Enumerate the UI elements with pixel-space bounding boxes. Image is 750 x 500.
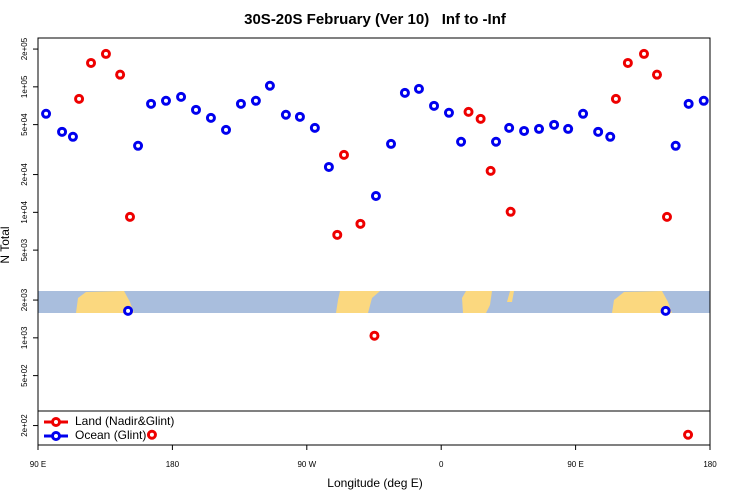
y-tick-label: 1e+03 xyxy=(20,326,29,349)
y-tick-label: 2e+02 xyxy=(20,414,29,437)
point xyxy=(698,95,709,106)
point xyxy=(74,93,85,104)
point xyxy=(67,131,78,142)
point xyxy=(519,125,530,136)
point xyxy=(160,95,171,106)
point xyxy=(133,140,144,151)
point xyxy=(605,131,616,142)
point xyxy=(670,140,681,151)
point xyxy=(399,87,410,98)
legend-label: Ocean (Glint) xyxy=(75,428,146,442)
y-tick-label: 2e+04 xyxy=(20,163,29,186)
point xyxy=(146,429,157,440)
x-tick-label: 90 E xyxy=(30,460,46,469)
y-tick-label: 1e+05 xyxy=(20,75,29,98)
point xyxy=(651,69,662,80)
point xyxy=(86,57,97,68)
point xyxy=(190,104,201,115)
point xyxy=(593,126,604,137)
y-tick-label: 2e+05 xyxy=(20,37,29,60)
point xyxy=(504,122,515,133)
map-strip xyxy=(38,291,710,313)
point xyxy=(250,95,261,106)
x-tick-label: 0 xyxy=(439,460,444,469)
x-tick-label: 180 xyxy=(166,460,180,469)
legend-marker xyxy=(51,431,61,441)
x-tick-label: 180 xyxy=(703,460,717,469)
legend-marker xyxy=(51,417,61,427)
point xyxy=(456,136,467,147)
point xyxy=(638,48,649,59)
point xyxy=(100,48,111,59)
y-axis-label: N Total xyxy=(0,226,12,263)
point xyxy=(683,98,694,109)
y-tick-label: 5e+04 xyxy=(20,113,29,136)
point xyxy=(622,57,633,68)
point xyxy=(485,165,496,176)
point xyxy=(370,190,381,201)
point xyxy=(660,305,671,316)
plot-frame xyxy=(37,37,711,446)
point xyxy=(332,229,343,240)
point xyxy=(386,138,397,149)
point xyxy=(463,106,474,117)
point xyxy=(338,149,349,160)
x-tick-label: 90 W xyxy=(297,460,316,469)
y-tick-label: 2e+03 xyxy=(20,288,29,311)
chart-title: 30S-20S February (Ver 10) Inf to -Inf xyxy=(244,11,507,28)
point xyxy=(57,126,68,137)
point xyxy=(610,93,621,104)
x-axis-label: Longitude (deg E) xyxy=(327,476,422,490)
y-tick-label: 1e+04 xyxy=(20,201,29,224)
legend-label: Land (Nadir&Glint) xyxy=(75,414,174,428)
y-tick-label: 5e+02 xyxy=(20,364,29,387)
point xyxy=(549,119,560,130)
point xyxy=(534,123,545,134)
y-tick-label: 5e+03 xyxy=(20,238,29,261)
point xyxy=(124,211,135,222)
point xyxy=(369,330,380,341)
point xyxy=(563,123,574,134)
point xyxy=(429,100,440,111)
point xyxy=(115,69,126,80)
point xyxy=(264,80,275,91)
point xyxy=(443,107,454,118)
point xyxy=(205,112,216,123)
point xyxy=(661,211,672,222)
point xyxy=(683,429,694,440)
point xyxy=(355,218,366,229)
point xyxy=(323,161,334,172)
point xyxy=(475,113,486,124)
x-tick-label: 90 E xyxy=(567,460,583,469)
point xyxy=(491,136,502,147)
point xyxy=(505,206,516,217)
point xyxy=(578,108,589,119)
point xyxy=(123,305,134,316)
point xyxy=(309,122,320,133)
point xyxy=(176,91,187,102)
point xyxy=(146,98,157,109)
point xyxy=(221,124,232,135)
point xyxy=(280,109,291,120)
point xyxy=(41,108,52,119)
point xyxy=(235,98,246,109)
point xyxy=(413,83,424,94)
point xyxy=(294,111,305,122)
